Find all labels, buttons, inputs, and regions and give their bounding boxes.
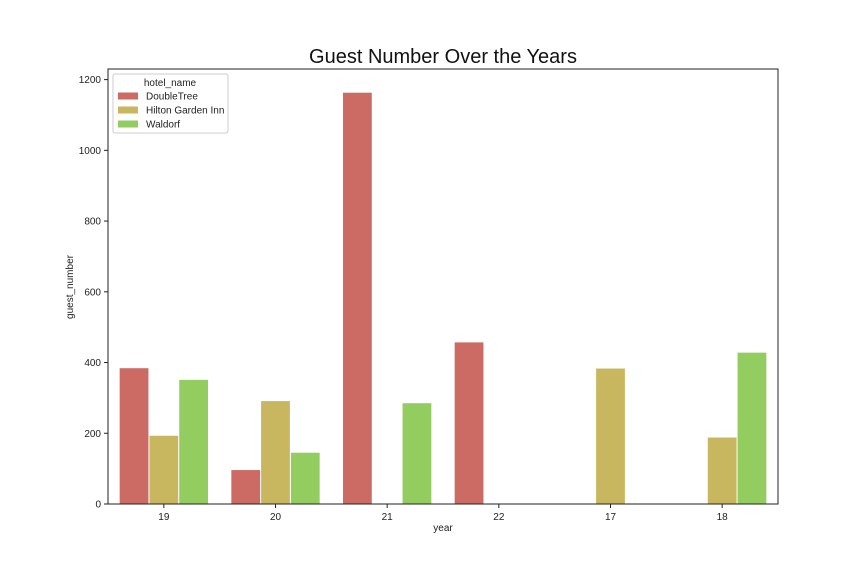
y-tick-label: 0 [95, 500, 101, 511]
plot-frame [107, 68, 779, 505]
bar-waldorf-20 [290, 452, 320, 504]
bar-doubletree-21 [343, 92, 372, 504]
legend-swatch [118, 92, 138, 100]
legend-swatch [118, 106, 138, 114]
legend-title: hotel_name [144, 78, 197, 89]
legend-label: DoubleTree [146, 92, 198, 103]
y-tick-label: 1200 [79, 75, 102, 86]
legend-box [112, 73, 229, 134]
x-tick-label: 20 [270, 512, 282, 523]
legend-label: Waldorf [146, 120, 180, 131]
bars-layer [119, 92, 767, 504]
y-tick-label: 800 [84, 217, 101, 228]
bar-waldorf-21 [402, 403, 432, 504]
bar-doubletree-19 [119, 368, 149, 504]
chart-title: Guest Number Over the Years [309, 46, 577, 68]
y-axis-label: guest_number [65, 254, 76, 319]
x-tick-label: 17 [605, 512, 617, 523]
bar-hilton-garden-inn-20 [261, 401, 290, 504]
y-tick-label: 1000 [79, 146, 102, 157]
legend-swatch [118, 120, 138, 128]
x-axis-label: year [433, 523, 453, 534]
y-tick-label: 400 [84, 358, 101, 369]
legend: hotel_name DoubleTree Hilton Garden Inn Wa… [112, 73, 229, 134]
x-tick-label: 22 [493, 512, 505, 523]
bar-waldorf-18 [737, 352, 767, 504]
bar-doubletree-22 [454, 342, 484, 504]
bar-hilton-garden-inn-18 [707, 437, 737, 504]
ticks-layer: 19 20 21 22 17 18 0 200 400 600 800 1000 1200 [79, 75, 728, 523]
y-tick-label: 600 [84, 287, 101, 298]
x-tick-label: 18 [717, 512, 729, 523]
bar-hilton-garden-inn-19 [149, 435, 179, 504]
x-tick-label: 19 [158, 512, 170, 523]
bar-waldorf-19 [179, 379, 208, 504]
bar-hilton-garden-inn-17 [596, 368, 625, 504]
bar-doubletree-20 [231, 470, 261, 504]
y-tick-label: 200 [84, 429, 101, 440]
legend-label: Hilton Garden Inn [146, 106, 224, 117]
legend-items: DoubleTree Hilton Garden Inn Waldorf [118, 92, 224, 131]
x-tick-label: 21 [382, 512, 394, 523]
